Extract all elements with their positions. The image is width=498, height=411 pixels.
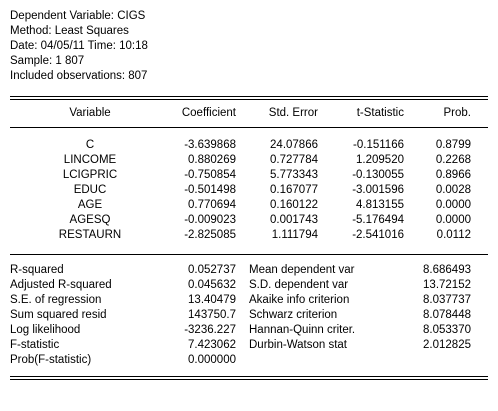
top-double-rule — [10, 96, 488, 100]
stat-value-right: 8.078448 — [423, 309, 471, 321]
table-row-coefficient: -0.501498 — [184, 184, 236, 196]
stat-label-right: Mean dependent var — [249, 264, 355, 276]
table-row-coefficient: -3.639868 — [184, 139, 236, 151]
table-row-coefficient: 0.770694 — [188, 199, 236, 211]
stat-label-right: S.D. dependent var — [249, 279, 349, 291]
col-header-prob: Prob. — [443, 107, 472, 119]
table-row-variable: EDUC — [73, 184, 107, 196]
col-header-std-error: Std. Error — [268, 107, 318, 119]
table-row-t-statistic: -5.176494 — [352, 214, 404, 226]
stat-label: S.E. of regression — [10, 294, 102, 306]
table-row-coefficient: 0.880269 — [188, 154, 236, 166]
table-row-prob: 0.2268 — [435, 154, 471, 166]
stat-value: 0.052737 — [188, 264, 236, 276]
stat-label-right: Akaike info criterion — [249, 294, 350, 306]
stat-label: Sum squared resid — [10, 309, 107, 321]
included-observations: Included observations: 807 — [10, 70, 148, 82]
stat-label: R-squared — [10, 264, 64, 276]
col-header-variable: Variable — [69, 107, 111, 119]
stat-value-right: 2.012825 — [423, 339, 471, 351]
table-row-coefficient: -0.009023 — [184, 214, 236, 226]
body-rule — [10, 254, 488, 255]
stat-value: 0.045632 — [188, 279, 236, 291]
table-row-t-statistic: 1.209520 — [356, 154, 404, 166]
stat-value-right: 8.037737 — [423, 294, 471, 306]
table-row-std-error: 1.111794 — [271, 229, 318, 241]
table-row-variable: C — [85, 139, 95, 151]
table-row-prob: 0.0000 — [435, 214, 471, 226]
table-row-std-error: 0.160122 — [270, 199, 318, 211]
stat-value: 13.40479 — [188, 294, 236, 306]
table-row-prob: 0.0112 — [436, 229, 471, 241]
stat-label-right: Durbin-Watson stat — [249, 339, 347, 351]
table-row-t-statistic: -2.541016 — [352, 229, 404, 241]
table-row-prob: 0.0028 — [435, 184, 471, 196]
table-row-variable: LCIGPRIC — [62, 169, 118, 181]
stat-label: Log likelihood — [10, 324, 81, 336]
stat-value: 143750.7 — [188, 309, 236, 321]
col-header-t-statistic: t-Statistic — [356, 107, 404, 119]
table-row-std-error: 0.727784 — [270, 154, 318, 166]
table-row-coefficient: -2.825085 — [184, 229, 236, 241]
stat-value-right: 8.053370 — [423, 324, 471, 336]
table-row-prob: 0.8799 — [435, 139, 471, 151]
stat-value: 7.423062 — [188, 339, 236, 351]
table-row-coefficient: -0.750854 — [184, 169, 236, 181]
table-row-prob: 0.8966 — [435, 169, 471, 181]
table-row-variable: LINCOME — [63, 154, 117, 166]
table-row-std-error: 0.001743 — [270, 214, 318, 226]
stat-label-right: Schwarz criterion — [249, 309, 338, 321]
table-row-std-error: 0.167077 — [270, 184, 318, 196]
col-header-coefficient: Coefficient — [181, 107, 236, 119]
table-row-t-statistic: -3.001596 — [352, 184, 404, 196]
bottom-double-rule — [10, 376, 488, 380]
table-row-variable: RESTAURN — [58, 229, 122, 241]
table-row-t-statistic: -0.151166 — [353, 139, 404, 151]
table-row-std-error: 24.07866 — [270, 139, 318, 151]
method: Method: Least Squares — [10, 25, 129, 37]
table-row-t-statistic: -0.130055 — [352, 169, 404, 181]
stat-value: -3236.227 — [184, 324, 236, 336]
header-rule — [10, 127, 488, 128]
stat-label: F-statistic — [10, 339, 60, 351]
stat-label: Prob(F-statistic) — [10, 354, 92, 366]
dependent-variable: Dependent Variable: CIGS — [10, 10, 146, 22]
table-row-prob: 0.0000 — [435, 199, 471, 211]
stat-label-right: Hannan-Quinn criter. — [249, 324, 356, 336]
date-time: Date: 04/05/11 Time: 10:18 — [10, 40, 148, 52]
stat-value: 0.000000 — [188, 354, 236, 366]
stat-value-right: 8.686493 — [423, 264, 471, 276]
table-row-variable: AGE — [77, 199, 103, 211]
table-row-std-error: 5.773343 — [270, 169, 318, 181]
sample: Sample: 1 807 — [10, 55, 85, 67]
stat-label: Adjusted R-squared — [10, 279, 112, 291]
stat-value-right: 13.72152 — [423, 279, 471, 291]
table-row-t-statistic: 4.813155 — [356, 199, 404, 211]
table-row-variable: AGESQ — [69, 214, 111, 226]
